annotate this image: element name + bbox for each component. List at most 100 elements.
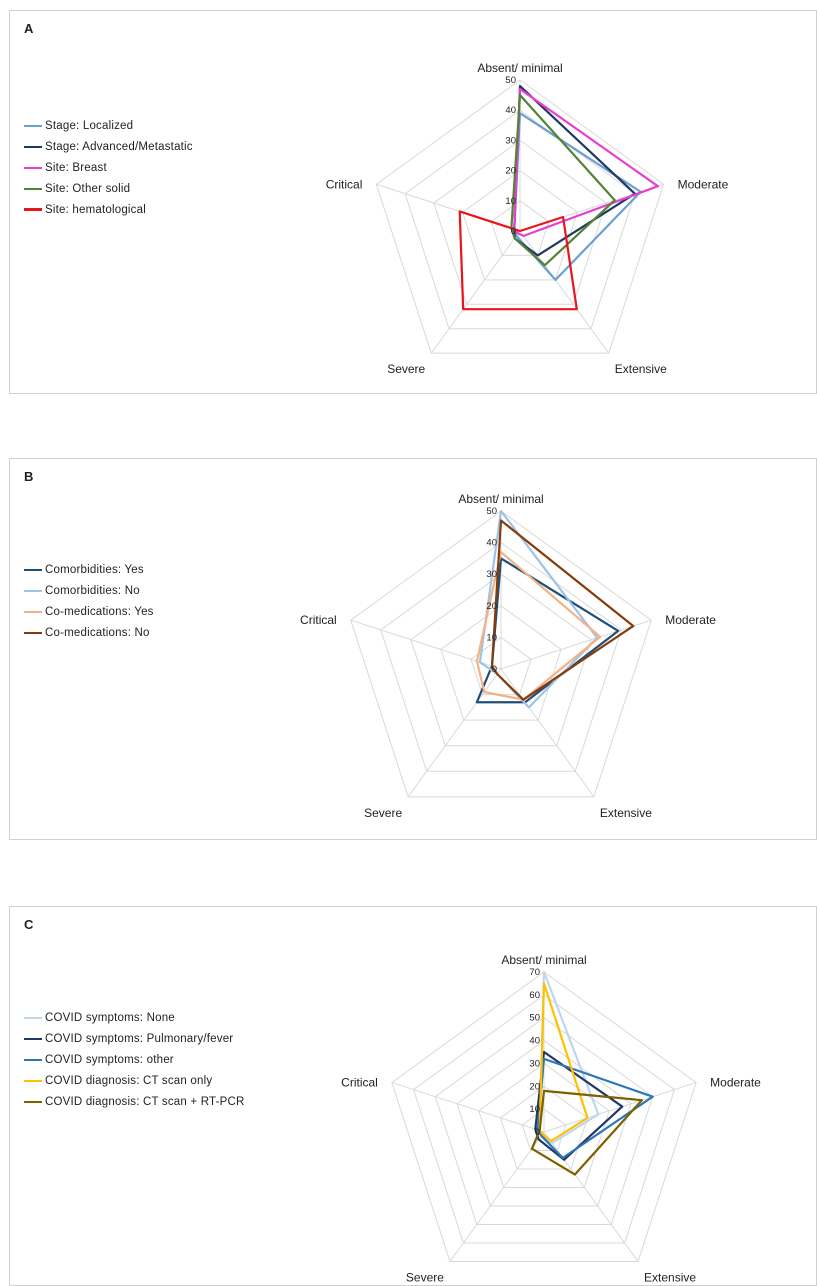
legend-swatch [24, 1100, 42, 1103]
tick-label: 60 [529, 990, 540, 1001]
legend-item: Comorbidities: No [24, 580, 154, 601]
series-line [475, 550, 602, 701]
axis-label: Absent/ minimal [477, 61, 562, 75]
legend-swatch [24, 124, 42, 127]
grid-spoke [391, 1082, 545, 1133]
legend-swatch [24, 1016, 42, 1019]
tick-label: 50 [486, 506, 497, 517]
series-line [536, 1057, 654, 1159]
grid-ring [461, 169, 579, 281]
legend-item: Comorbidities: Yes [24, 559, 154, 580]
legend-label: COVID symptoms: Pulmonary/fever [45, 1032, 234, 1045]
grid-ring [521, 1108, 567, 1151]
tick-label: 50 [505, 75, 516, 86]
legend-swatch [24, 1058, 42, 1061]
legend-label: Stage: Localized [45, 119, 134, 132]
series-line [510, 93, 616, 267]
axis-label: Moderate [710, 1076, 761, 1090]
axis-label: Severe [387, 362, 425, 376]
series-line [538, 982, 589, 1143]
axis-label: Extensive [644, 1270, 696, 1284]
legend-item: Site: hematological [24, 199, 193, 220]
legend-item: COVID diagnosis: CT scan + RT-PCR [24, 1091, 245, 1112]
tick-label: 40 [505, 105, 516, 116]
legend: COVID symptoms: None COVID symptoms: Pul… [24, 1007, 245, 1112]
legend-item: Site: Other solid [24, 178, 193, 199]
axis-label: Extensive [600, 806, 652, 820]
grid-spoke [500, 619, 652, 670]
legend-label: Site: Other solid [45, 182, 131, 195]
tick-label: 10 [486, 632, 497, 643]
series-line [513, 87, 659, 237]
tick-label: 10 [529, 1104, 540, 1115]
legend-item: COVID symptoms: None [24, 1007, 245, 1028]
grid-ring [350, 510, 652, 798]
legend-item: Co-medications: Yes [24, 601, 154, 622]
legend-label: COVID symptoms: None [45, 1011, 175, 1024]
tick-label: 0 [492, 664, 497, 675]
grid-ring [404, 109, 636, 330]
legend-swatch [24, 568, 42, 571]
grid-ring [456, 1039, 632, 1207]
grid-ring [434, 1017, 654, 1225]
legend-swatch [24, 145, 42, 148]
grid-ring [478, 1062, 610, 1188]
axis-label: Moderate [678, 177, 729, 191]
panel-label: A [24, 21, 34, 36]
legend-item: Stage: Localized [24, 115, 193, 136]
tick-label: 70 [529, 967, 540, 978]
series-line [530, 1089, 643, 1176]
legend-item: Site: Breast [24, 157, 193, 178]
axis-label: Critical [341, 1076, 378, 1090]
tick-label: 30 [529, 1058, 540, 1069]
panel-label: B [24, 469, 34, 484]
axis-label: Severe [406, 1270, 444, 1284]
grid-spoke [543, 1131, 639, 1262]
legend-label: Co-medications: No [45, 626, 150, 639]
axis-label: Absent/ minimal [458, 492, 543, 506]
legend-label: Stage: Advanced/Metastatic [45, 140, 193, 153]
legend-swatch [24, 208, 42, 211]
series-line [490, 519, 635, 701]
tick-label: 50 [529, 1013, 540, 1024]
axis-label: Severe [364, 806, 402, 820]
tick-label: 10 [505, 196, 516, 207]
grid-ring [499, 1085, 589, 1170]
series-line [513, 84, 636, 257]
chart-panel-a: A Stage: Localized Stage: Advanced/Metas… [9, 10, 817, 394]
legend-item: COVID symptoms: Pulmonary/fever [24, 1028, 245, 1049]
legend-swatch [24, 610, 42, 613]
tick-label: 30 [505, 135, 516, 146]
legend-label: Site: Breast [45, 161, 107, 174]
grid-ring [412, 994, 676, 1244]
legend-label: Comorbidities: No [45, 584, 140, 597]
axis-label: Extensive [615, 362, 667, 376]
grid-ring [375, 79, 665, 354]
tick-label: 30 [486, 569, 497, 580]
legend-label: COVID diagnosis: CT scan only [45, 1074, 213, 1087]
legend-swatch [24, 589, 42, 592]
grid-ring [440, 605, 562, 721]
legend-label: COVID diagnosis: CT scan + RT-PCR [45, 1095, 245, 1108]
grid-ring [433, 139, 607, 305]
legend-item: COVID symptoms: other [24, 1049, 245, 1070]
grid-ring [380, 541, 622, 772]
tick-label: 40 [486, 538, 497, 549]
series-line [458, 210, 578, 311]
legend-label: Co-medications: Yes [45, 605, 154, 618]
legend-label: Site: hematological [45, 203, 146, 216]
legend-item: Stage: Advanced/Metastatic [24, 136, 193, 157]
tick-label: 20 [505, 166, 516, 177]
axis-label: Critical [300, 613, 337, 627]
legend-swatch [24, 1079, 42, 1082]
legend-swatch [24, 187, 42, 190]
legend-swatch [24, 1037, 42, 1040]
grid-spoke [519, 230, 610, 354]
chart-panel-c: C COVID symptoms: None COVID symptoms: P… [9, 906, 817, 1286]
legend-swatch [24, 166, 42, 169]
legend-label: Comorbidities: Yes [45, 563, 144, 576]
legend-swatch [24, 631, 42, 634]
grid-ring [410, 573, 592, 747]
